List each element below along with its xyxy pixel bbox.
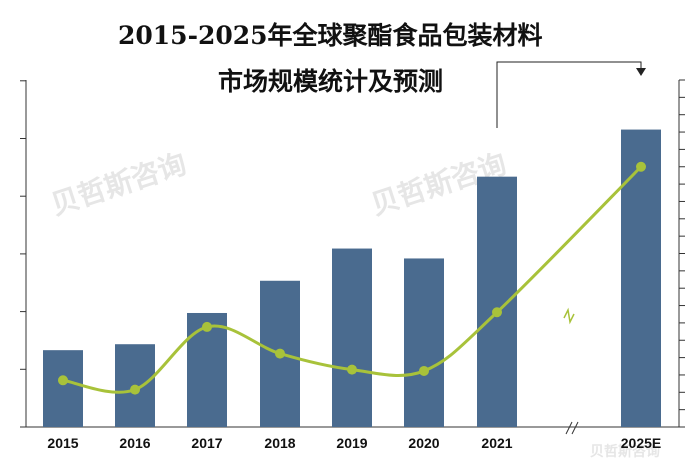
axis-break-marks: [562, 303, 579, 435]
line-point: [419, 365, 429, 376]
x-tick-label: 2015: [47, 435, 78, 451]
chart-title-line-2: 市场规模统计及预测: [218, 67, 444, 96]
x-tick-label: 2021: [481, 435, 512, 451]
line-point: [58, 375, 68, 386]
line-point: [347, 364, 357, 375]
bar-series: [43, 129, 661, 428]
bar: [187, 312, 227, 427]
bar: [621, 129, 661, 428]
growth-arrow-callout: [496, 61, 646, 128]
line-path: [62, 165, 643, 394]
bar: [404, 258, 444, 427]
x-tick-label: 2018: [264, 435, 295, 451]
line-point: [202, 321, 212, 332]
line-point: [492, 307, 502, 318]
watermark-text: 贝哲斯咨询: [47, 147, 190, 222]
bar: [43, 350, 83, 427]
left-y-ticks: [20, 80, 26, 428]
x-tick-label: 2017: [191, 435, 222, 451]
line-point: [636, 161, 646, 172]
line-point: [130, 384, 140, 395]
x-tick-labels: 2015 2016 2017 2018 2019 2020 2021 2025E: [47, 435, 661, 451]
watermark-text: 贝哲斯咨询: [590, 443, 660, 460]
right-y-ticks: [679, 79, 685, 428]
chart-title-line-1: 2015-2025年全球聚酯食品包装材料: [118, 21, 543, 50]
x-tick-label: 2025E: [621, 435, 661, 451]
x-tick-label: 2019: [336, 435, 367, 451]
bar: [477, 176, 517, 427]
line-series: [58, 161, 646, 395]
line-point: [275, 348, 285, 359]
x-tick-label: 2016: [119, 435, 150, 451]
x-tick-label: 2020: [408, 435, 439, 451]
bar: [332, 248, 372, 427]
